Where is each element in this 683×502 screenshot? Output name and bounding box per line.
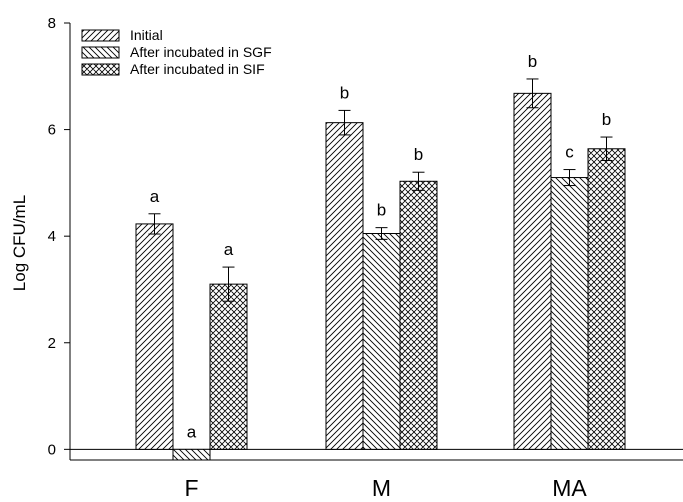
x-tick-label-f: F (184, 475, 198, 501)
y-tick-label: 6 (48, 122, 56, 139)
bar-f-series-3 (209, 283, 248, 450)
y-tick-label: 0 (48, 441, 56, 458)
legend-swatch-2 (81, 46, 120, 59)
significance-label: a (150, 187, 160, 206)
legend-swatch-3 (81, 63, 120, 76)
significance-label: a (187, 422, 197, 441)
error-bars-layer (148, 78, 613, 302)
legend-label-2: After incubated in SGF (130, 44, 272, 60)
bar-f-series-1 (135, 223, 174, 450)
bar-m-series-1 (325, 122, 364, 450)
legend-label-3: After incubated in SIF (130, 61, 265, 77)
significance-label: a (224, 240, 234, 259)
legend-label-1: Initial (130, 27, 163, 43)
x-tick-label-ma: MA (552, 475, 587, 501)
bar-ma-series-2 (550, 177, 589, 450)
significance-label: b (340, 83, 349, 102)
bar-ma-series-1 (513, 92, 552, 450)
bar-m-series-2 (362, 233, 401, 450)
y-tick-label: 2 (48, 335, 56, 352)
y-tick-label: 4 (48, 228, 56, 245)
significance-label: b (528, 52, 537, 71)
bar-m-series-3 (399, 180, 438, 450)
bars-layer (135, 92, 626, 461)
y-tick-label: 8 (48, 15, 56, 32)
significance-label: b (377, 201, 386, 220)
significance-label: b (602, 110, 611, 129)
y-axis-label: Log CFU/mL (10, 195, 29, 291)
significance-label: c (565, 143, 574, 162)
axes-layer: 0 2 4 6 8 F M MA (48, 15, 683, 501)
bar-ma-series-3 (587, 148, 626, 450)
x-tick-label-m: M (372, 475, 391, 501)
significance-labels-layer: a a a b b b b c b (150, 52, 611, 441)
significance-label: b (414, 145, 423, 164)
bar-f-series-2 (172, 448, 211, 461)
legend-swatch-1 (81, 29, 120, 42)
